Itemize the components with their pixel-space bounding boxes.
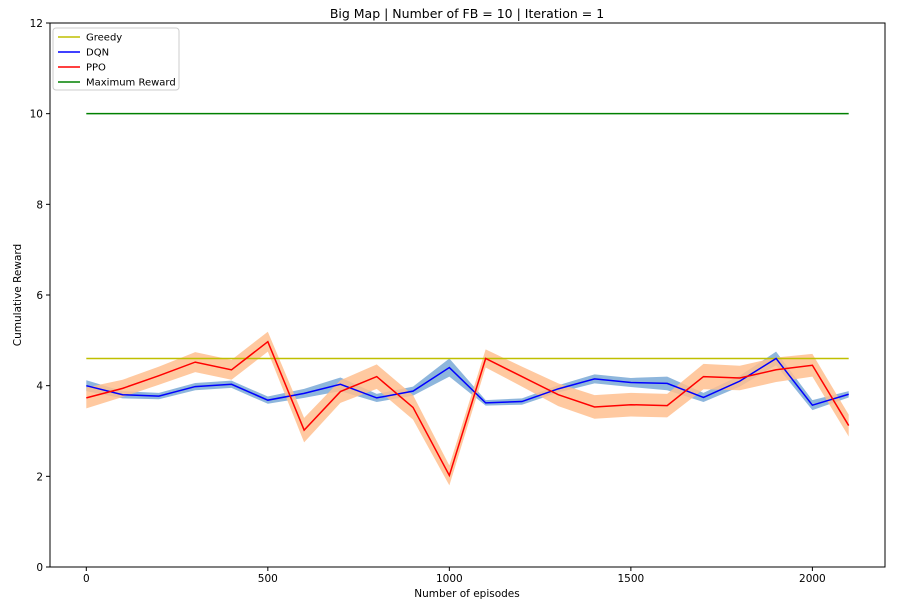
x-tick-label: 2000: [799, 573, 826, 585]
dqn-band: [86, 351, 849, 411]
y-axis-label: Cumulative Reward: [12, 244, 24, 346]
legend-label-ppo: PPO: [86, 63, 106, 74]
x-tick-label: 0: [83, 573, 90, 585]
x-tick-label: 500: [258, 573, 278, 585]
x-tick-label: 1500: [618, 573, 645, 585]
legend-box: [52, 27, 180, 91]
y-tick-label: 0: [36, 562, 43, 574]
x-axis-label: Number of episodes: [414, 588, 520, 600]
confidence-bands: [86, 331, 849, 486]
chart-title: Big Map | Number of FB = 10 | Iteration …: [330, 6, 604, 21]
ppo-line: [86, 340, 850, 478]
y-tick-label: 12: [30, 18, 43, 30]
y-tick-label: 2: [36, 471, 43, 483]
y-tick-label: 4: [36, 381, 43, 393]
series-lines: [86, 112, 850, 478]
x-axis-ticks: 0 500 1000 1500 2000: [83, 567, 826, 585]
y-tick-label: 10: [30, 109, 43, 121]
ppo-band: [86, 331, 849, 486]
y-axis-ticks: 0 2 4 6 8 10 12: [30, 18, 50, 574]
legend: Greedy DQN PPO Maximum Reward: [52, 27, 180, 91]
plot-background: [50, 23, 885, 567]
legend-label-maximum-reward: Maximum Reward: [86, 78, 176, 89]
dqn-line: [86, 357, 849, 407]
y-tick-label: 8: [36, 199, 43, 211]
legend-label-dqn: DQN: [86, 48, 109, 59]
x-tick-label: 1000: [436, 573, 463, 585]
y-tick-label: 6: [36, 290, 43, 302]
legend-label-greedy: Greedy: [86, 33, 122, 44]
